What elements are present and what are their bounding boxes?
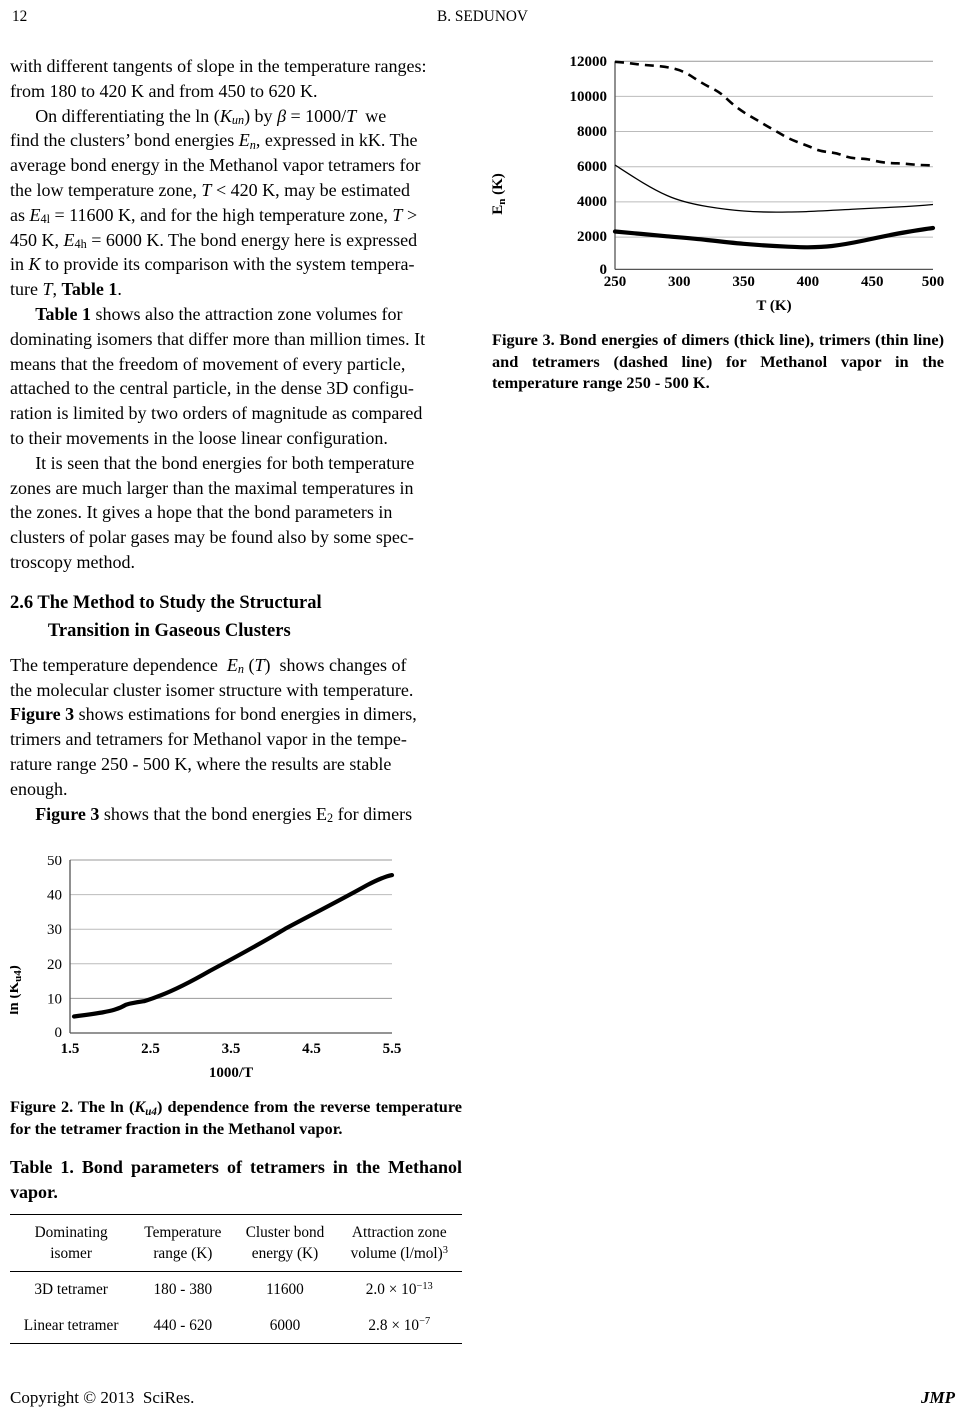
svg-text:T (K): T (K) (756, 298, 791, 314)
svg-text:ln (Ku4): ln (Ku4) (10, 966, 24, 1016)
svg-text:350: 350 (732, 274, 755, 290)
svg-text:2.5: 2.5 (141, 1041, 160, 1057)
svg-text:450: 450 (861, 274, 884, 290)
svg-text:4000: 4000 (577, 194, 607, 210)
svg-text:0: 0 (55, 1025, 63, 1041)
svg-text:6000: 6000 (577, 159, 607, 175)
svg-text:250: 250 (604, 274, 627, 290)
svg-text:400: 400 (797, 274, 820, 290)
svg-text:3.5: 3.5 (222, 1041, 241, 1057)
svg-text:10000: 10000 (570, 89, 608, 105)
svg-text:1.5: 1.5 (61, 1041, 80, 1057)
svg-text:30: 30 (47, 923, 62, 939)
svg-text:1000/T: 1000/T (209, 1065, 253, 1081)
svg-text:12000: 12000 (570, 54, 608, 70)
svg-text:50: 50 (47, 856, 62, 869)
svg-text:5.5: 5.5 (383, 1041, 402, 1057)
svg-text:En (K): En (K) (492, 173, 508, 215)
svg-text:8000: 8000 (577, 124, 607, 140)
svg-text:10: 10 (47, 992, 62, 1008)
svg-text:300: 300 (668, 274, 691, 290)
svg-text:4.5: 4.5 (302, 1041, 321, 1057)
svg-text:40: 40 (47, 888, 62, 904)
svg-text:20: 20 (47, 957, 62, 973)
svg-text:2000: 2000 (577, 229, 607, 245)
svg-text:500: 500 (922, 274, 944, 290)
